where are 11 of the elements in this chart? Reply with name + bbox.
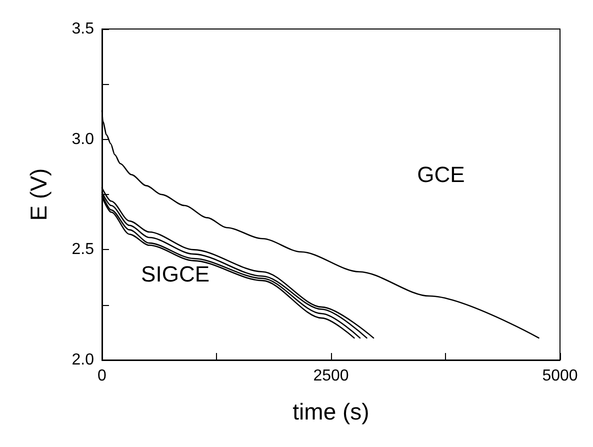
annotation: GCE <box>417 162 465 188</box>
y-tick-label: 2.0 <box>72 352 94 368</box>
y-tick-label: 3.0 <box>72 130 94 148</box>
x-tick-label: 2500 <box>313 368 349 384</box>
annotation: SIGCE <box>141 261 210 286</box>
x-tick-label: 0 <box>98 368 107 384</box>
y-tick-label: 2.5 <box>72 241 94 258</box>
y-axis-title: E (V) <box>26 168 52 221</box>
x-axis-title: time (s) <box>292 398 370 424</box>
y-tick-label: 3.5 <box>72 20 94 38</box>
x-tick-label: 5000 <box>542 368 578 384</box>
